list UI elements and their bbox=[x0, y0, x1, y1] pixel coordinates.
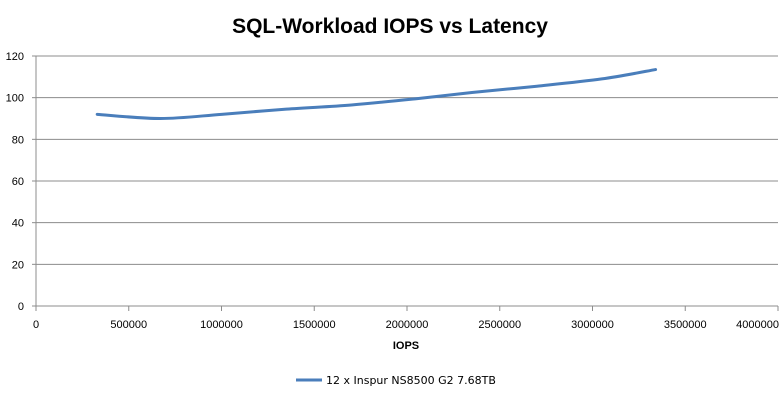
x-tick-label: 0 bbox=[33, 319, 39, 331]
series-line bbox=[95, 68, 658, 120]
axes bbox=[32, 55, 779, 311]
y-tick-label: 60 bbox=[12, 176, 24, 188]
y-tick-label: 40 bbox=[12, 218, 24, 230]
y-tick-label: 20 bbox=[12, 259, 24, 271]
y-tick-label: 80 bbox=[12, 134, 24, 146]
x-tick-label: 1500000 bbox=[293, 319, 336, 331]
x-tick-label: 3500000 bbox=[664, 319, 707, 331]
y-tick-label: 120 bbox=[6, 51, 24, 63]
chart-title: SQL-Workload IOPS vs Latency bbox=[232, 15, 548, 38]
x-axis-label: IOPS bbox=[393, 340, 419, 352]
x-tick-label: 500000 bbox=[110, 319, 147, 331]
x-tick-label: 2000000 bbox=[386, 319, 429, 331]
legend-label: 12 x Inspur NS8500 G2 7.68TB bbox=[326, 374, 496, 387]
x-tick-label: 2500000 bbox=[478, 319, 521, 331]
x-tick-label: 4000000 bbox=[736, 319, 779, 331]
legend: 12 x Inspur NS8500 G2 7.68TB bbox=[296, 374, 496, 387]
x-tick-label: 1000000 bbox=[200, 319, 243, 331]
gridlines bbox=[36, 55, 778, 265]
series-lines bbox=[95, 68, 658, 120]
y-tick-label: 0 bbox=[18, 301, 24, 313]
x-axis-tick-labels: 0 500000 1000000 1500000 2000000 2500000 30000… bbox=[33, 319, 779, 331]
y-tick-label: 100 bbox=[6, 93, 24, 105]
y-axis-tick-labels: 0 20 40 60 80 100 120 bbox=[6, 51, 24, 313]
x-tick-label: 3000000 bbox=[571, 319, 614, 331]
